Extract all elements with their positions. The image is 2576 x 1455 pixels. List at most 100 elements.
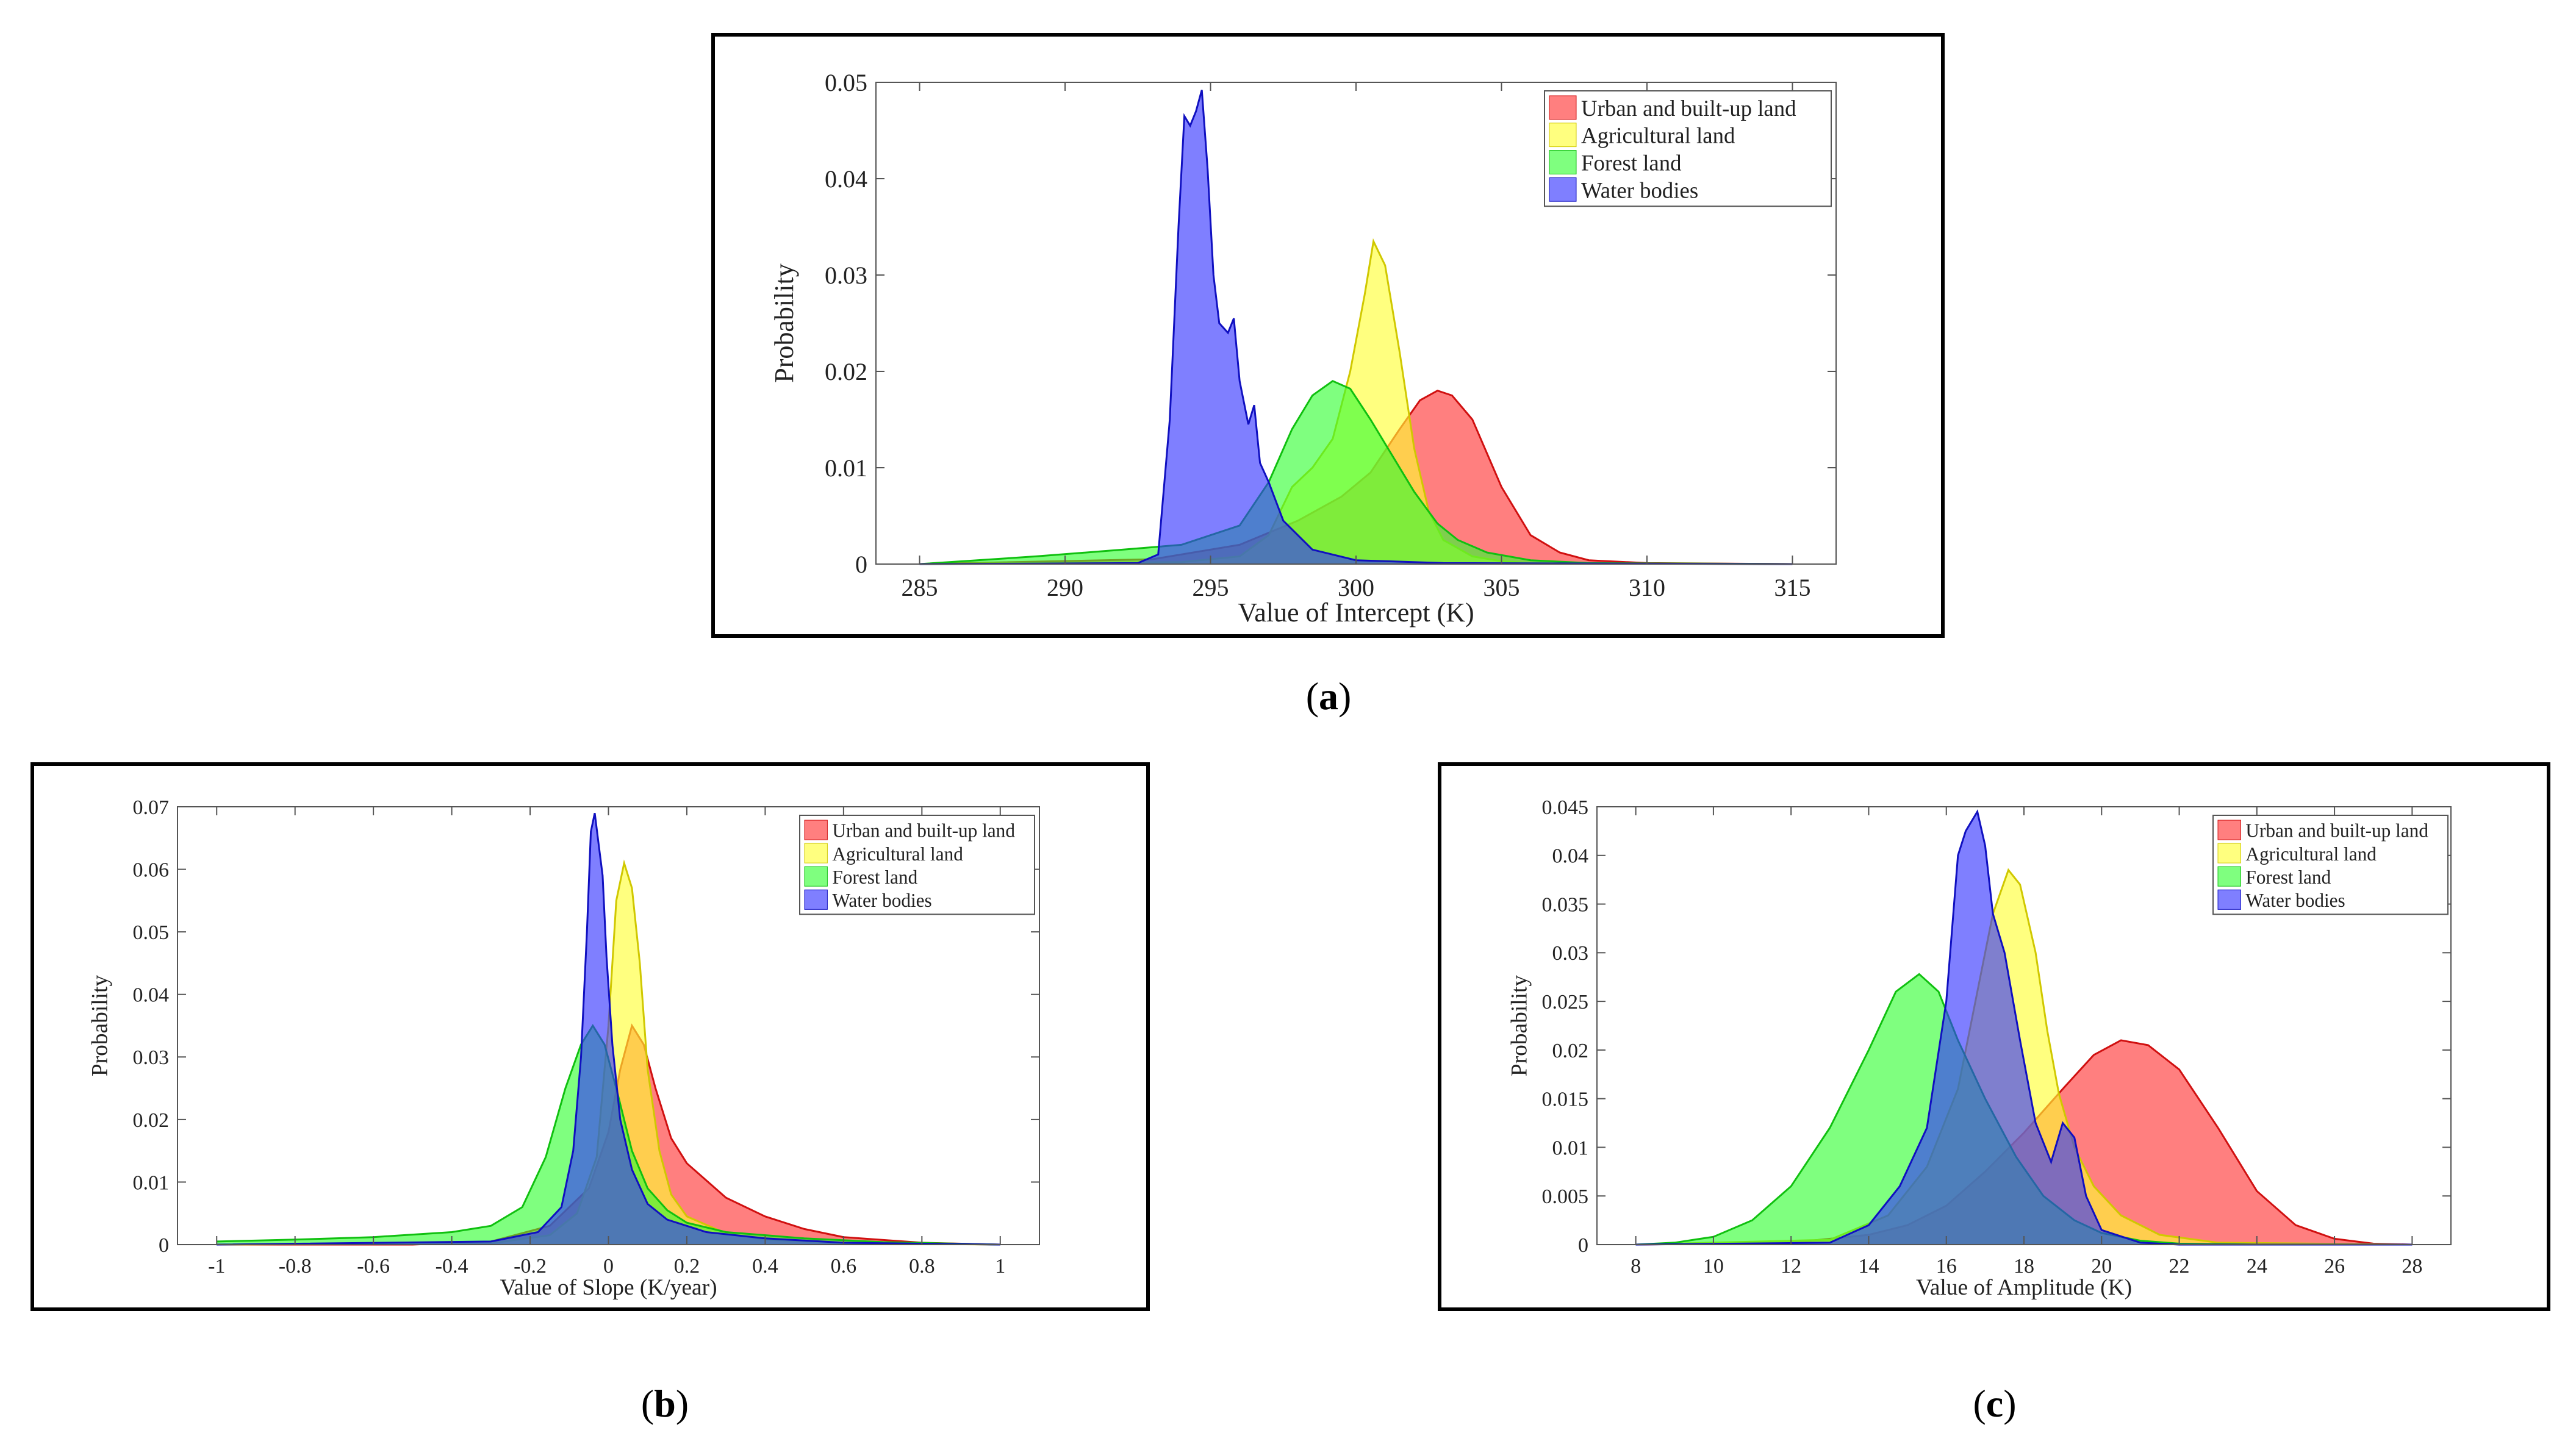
x-tick-label: 26	[2324, 1255, 2345, 1278]
y-tick-label: 0.025	[1542, 991, 1589, 1013]
caption-a: (a)	[1305, 674, 1352, 718]
legend-box	[799, 815, 1035, 915]
x-tick-label: -0.8	[279, 1255, 312, 1278]
legend-swatch	[1549, 177, 1577, 202]
x-tick-label: -0.4	[436, 1255, 468, 1278]
legend-swatch	[2217, 843, 2241, 863]
x-axis-label: Value of Intercept (K)	[1238, 598, 1474, 627]
y-tick-label: 0.015	[1542, 1089, 1589, 1111]
x-tick-label: 14	[1858, 1255, 1879, 1278]
legend-swatch	[1549, 123, 1577, 148]
caption-a-letter: a	[1319, 674, 1338, 718]
legend-swatch	[804, 843, 828, 863]
series-line-water-bodies	[1635, 809, 2413, 1246]
x-tick-label: 16	[1936, 1255, 1957, 1278]
x-tick-label: 315	[1774, 574, 1810, 601]
x-tick-label: 24	[2247, 1255, 2267, 1278]
x-tick-label: 0.4	[752, 1255, 778, 1278]
legend-swatch	[804, 820, 828, 840]
x-tick-label: 290	[1047, 574, 1083, 601]
y-tick-label: 0	[1578, 1234, 1588, 1257]
legend-entry: Forest land	[2245, 867, 2331, 888]
legend-entry: Forest land	[832, 867, 917, 888]
chart-panel-b: -1 -0.8 -0.6 -0.4 -0.2 0 0.2 0.4 0.6 0.8 1 0 0.01 0.0…	[30, 762, 1150, 1311]
y-tick-label: 0.04	[1552, 845, 1589, 868]
legend-entry: Urban and built-up land	[1581, 96, 1796, 121]
y-axis-label: Probability	[1507, 975, 1532, 1076]
x-tick-label: 0.6	[831, 1255, 857, 1278]
legend-entry: Agricultural land	[1581, 123, 1735, 148]
caption-b-letter: b	[654, 1382, 676, 1425]
x-axis-label: Value of Slope (K/year)	[500, 1275, 717, 1300]
series-area-water-bodies	[1635, 812, 2413, 1245]
legend-swatch	[1549, 150, 1577, 174]
x-tick-label: 22	[2169, 1255, 2190, 1278]
y-axis-label: Probability	[87, 975, 112, 1076]
y-tick-label: 0.04	[825, 165, 867, 193]
chart-c-svg: 8 10 12 14 16 18 20 22 24 26 28 0 0.005 0.01 0.015 0.02…	[1507, 796, 2452, 1300]
x-tick-label: 0.8	[909, 1255, 935, 1278]
legend-swatch	[1549, 95, 1577, 120]
caption-b: (b)	[640, 1382, 689, 1425]
legend-entry: Water bodies	[832, 890, 931, 911]
x-tick-label: 28	[2402, 1255, 2422, 1278]
y-tick-label: 0.05	[133, 921, 170, 944]
y-tick-label: 0.02	[1552, 1040, 1589, 1062]
x-tick-label: 295	[1193, 574, 1229, 601]
y-tick-label: 0.04	[133, 984, 170, 1007]
series-line-water-bodies	[217, 812, 1000, 1246]
y-tick-label: 0.01	[133, 1171, 170, 1194]
x-tick-label: 285	[902, 574, 938, 601]
chart-a-svg: 285 290 295 300 305 310 315 0 0.01 0.02 0.03 0.04 0.…	[769, 69, 1837, 627]
y-tick-label: 0.01	[825, 454, 867, 482]
caption-c: (c)	[1973, 1382, 2017, 1425]
x-tick-label: 20	[2091, 1255, 2112, 1278]
caption-c-letter: c	[1986, 1382, 2004, 1425]
x-tick-label: 10	[1703, 1255, 1724, 1278]
series-line-water-bodies	[919, 90, 1793, 565]
legend-box	[1544, 90, 1832, 207]
legend-swatch	[2217, 866, 2241, 887]
legend-entry: Agricultural land	[832, 843, 963, 865]
y-tick-label: 0.05	[825, 69, 867, 96]
x-tick-label: 300	[1338, 574, 1374, 601]
x-tick-label: -0.6	[357, 1255, 390, 1278]
y-tick-label: 0.02	[133, 1109, 170, 1132]
y-tick-label: 0	[855, 551, 867, 578]
y-tick-label: 0.03	[825, 262, 867, 289]
legend-entry: Urban and built-up land	[832, 820, 1015, 842]
y-tick-label: 0.035	[1542, 893, 1589, 916]
x-tick-label: 310	[1629, 574, 1665, 601]
chart-b-svg: -1 -0.8 -0.6 -0.4 -0.2 0 0.2 0.4 0.6 0.8 1 0 0.01 0.0…	[87, 796, 1040, 1300]
x-tick-label: 0.2	[674, 1255, 700, 1278]
y-tick-label: 0.03	[1552, 942, 1589, 965]
x-tick-label: -1	[208, 1255, 225, 1278]
x-tick-label: 1	[995, 1255, 1005, 1278]
legend-box	[2212, 815, 2449, 915]
legend-entry: Water bodies	[2245, 890, 2345, 911]
legend-swatch	[804, 889, 828, 910]
y-tick-label: 0	[159, 1234, 169, 1257]
x-tick-label: 0	[603, 1255, 614, 1278]
chart-panel-c: 8 10 12 14 16 18 20 22 24 26 28 0 0.005 0.01 0.015 0.02…	[1438, 762, 2550, 1311]
legend-swatch	[804, 866, 828, 887]
y-tick-label: 0.06	[133, 859, 170, 881]
y-tick-label: 0.045	[1542, 796, 1589, 819]
legend-swatch	[2217, 820, 2241, 840]
chart-panel-a: 285 290 295 300 305 310 315 0 0.01 0.02 0.03 0.04 0.…	[711, 33, 1945, 638]
y-tick-label: 0.07	[133, 796, 170, 819]
x-tick-label: 12	[1781, 1255, 1801, 1278]
y-tick-label: 0.005	[1542, 1185, 1589, 1208]
y-tick-label: 0.02	[825, 358, 867, 385]
x-tick-label: 8	[1631, 1255, 1641, 1278]
legend-entry: Urban and built-up land	[2245, 820, 2428, 842]
legend-entry: Forest land	[1581, 151, 1682, 176]
y-axis-label: Probability	[769, 263, 799, 383]
x-axis-label: Value of Amplitude (K)	[1916, 1275, 2132, 1300]
series-area-forest-land	[919, 381, 1793, 564]
legend-entry: Water bodies	[1581, 177, 1698, 202]
legend-entry: Agricultural land	[2245, 843, 2377, 865]
legend-swatch	[2217, 889, 2241, 910]
y-tick-label: 0.01	[1552, 1137, 1589, 1159]
series-area-water-bodies	[217, 813, 1000, 1245]
